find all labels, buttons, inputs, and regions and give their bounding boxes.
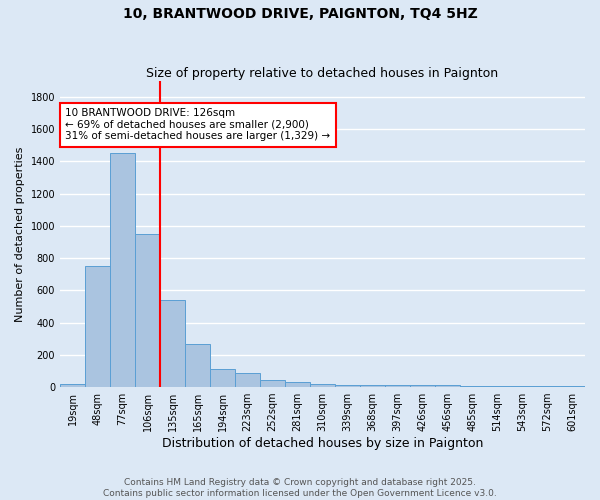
Bar — [210, 370, 235, 387]
Y-axis label: Number of detached properties: Number of detached properties — [15, 146, 25, 322]
Bar — [435, 386, 460, 387]
Bar — [510, 386, 535, 387]
Bar — [385, 384, 410, 387]
Bar — [485, 386, 510, 387]
Bar — [235, 372, 260, 387]
Text: Contains HM Land Registry data © Crown copyright and database right 2025.
Contai: Contains HM Land Registry data © Crown c… — [103, 478, 497, 498]
Bar — [535, 386, 560, 387]
Title: Size of property relative to detached houses in Paignton: Size of property relative to detached ho… — [146, 66, 499, 80]
Bar — [135, 234, 160, 387]
Bar — [310, 384, 335, 387]
Bar — [60, 384, 85, 387]
Bar — [110, 153, 135, 387]
Text: 10, BRANTWOOD DRIVE, PAIGNTON, TQ4 5HZ: 10, BRANTWOOD DRIVE, PAIGNTON, TQ4 5HZ — [122, 8, 478, 22]
Text: 10 BRANTWOOD DRIVE: 126sqm
← 69% of detached houses are smaller (2,900)
31% of s: 10 BRANTWOOD DRIVE: 126sqm ← 69% of deta… — [65, 108, 331, 142]
Bar — [410, 386, 435, 387]
Bar — [285, 382, 310, 387]
Bar — [335, 386, 360, 387]
Bar — [560, 386, 585, 387]
Bar — [260, 380, 285, 387]
Bar — [185, 344, 210, 387]
Bar — [360, 386, 385, 387]
Bar — [160, 300, 185, 387]
X-axis label: Distribution of detached houses by size in Paignton: Distribution of detached houses by size … — [162, 437, 483, 450]
Bar — [85, 266, 110, 387]
Bar — [460, 386, 485, 387]
